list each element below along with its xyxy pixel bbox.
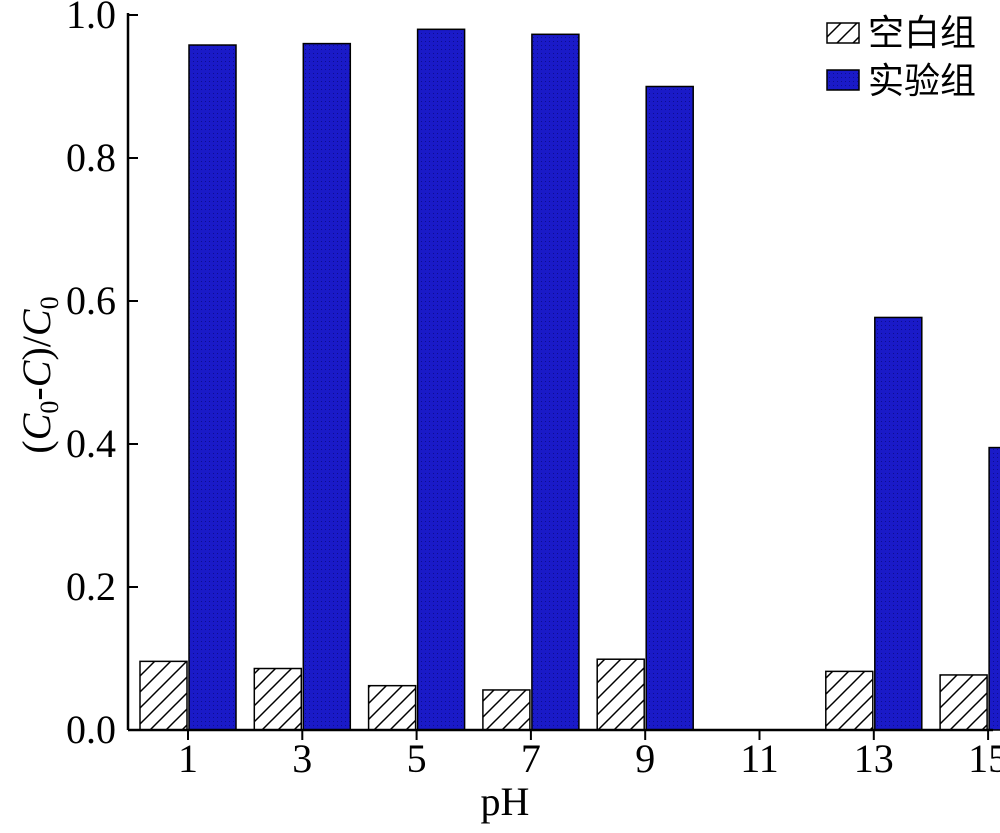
y-label-c-symbol: C (14, 359, 59, 387)
x-tick-label: 1 (178, 736, 198, 781)
y-tick-label: 0.2 (66, 564, 116, 609)
bar-experiment-3 (302, 42, 352, 731)
bar-blank-15 (939, 674, 988, 731)
x-tick-label: 13 (854, 736, 894, 781)
y-tick-label: 0.8 (66, 135, 116, 180)
bar-experiment-1 (188, 44, 237, 731)
y-ticks-group: 0.0 0.2 0.4 0.6 0.8 1.0 (66, 0, 138, 752)
x-tick-label: 7 (521, 736, 541, 781)
legend-swatch-experiment (826, 69, 860, 91)
x-tick-label: 15 (968, 736, 1000, 781)
bar-blank-1 (139, 660, 188, 731)
bar-experiment-5 (416, 28, 466, 731)
y-label-c0-symbol: C (14, 412, 59, 440)
y-label-subscript-0: 0 (35, 401, 64, 414)
legend-swatch-blank (826, 22, 860, 44)
bar-blank-5 (367, 684, 417, 731)
x-tick-label: 9 (635, 736, 655, 781)
bar-experiment-15 (988, 446, 1000, 731)
y-label-minus: - (14, 387, 59, 400)
axes-group (126, 13, 993, 732)
x-tick-label: 11 (740, 736, 779, 781)
x-tick-label: 3 (292, 736, 312, 781)
legend: 空白组 实验组 (826, 13, 976, 102)
y-label-subscript-0-denominator: 0 (35, 296, 64, 309)
bar-blank-7 (482, 689, 531, 731)
bar-blank-9 (596, 658, 645, 731)
bar-experiment-13 (874, 316, 923, 731)
legend-label-experiment: 实验组 (868, 61, 976, 102)
legend-label-blank: 空白组 (868, 13, 976, 54)
bars-group (139, 28, 1000, 731)
bar-blank-3 (253, 667, 303, 731)
bar-experiment-9 (645, 85, 694, 731)
x-axis-label: pH (481, 779, 530, 824)
y-axis-label: (C0-C)/C0 (14, 296, 64, 453)
y-tick-label: 1.0 (66, 0, 116, 37)
bar-experiment-7 (531, 33, 580, 731)
y-label-c0-denominator: C (14, 308, 59, 336)
x-ticks-group: 1 3 5 7 9 11 13 15 (178, 730, 1000, 781)
y-tick-label: 0.6 (66, 278, 116, 323)
y-tick-label: 0.0 (66, 707, 116, 752)
y-label-close-slash: )/ (14, 335, 59, 360)
y-tick-label: 0.4 (66, 421, 116, 466)
x-tick-label: 5 (407, 736, 427, 781)
bar-blank-13 (825, 670, 874, 731)
y-label-open: ( (14, 440, 59, 453)
